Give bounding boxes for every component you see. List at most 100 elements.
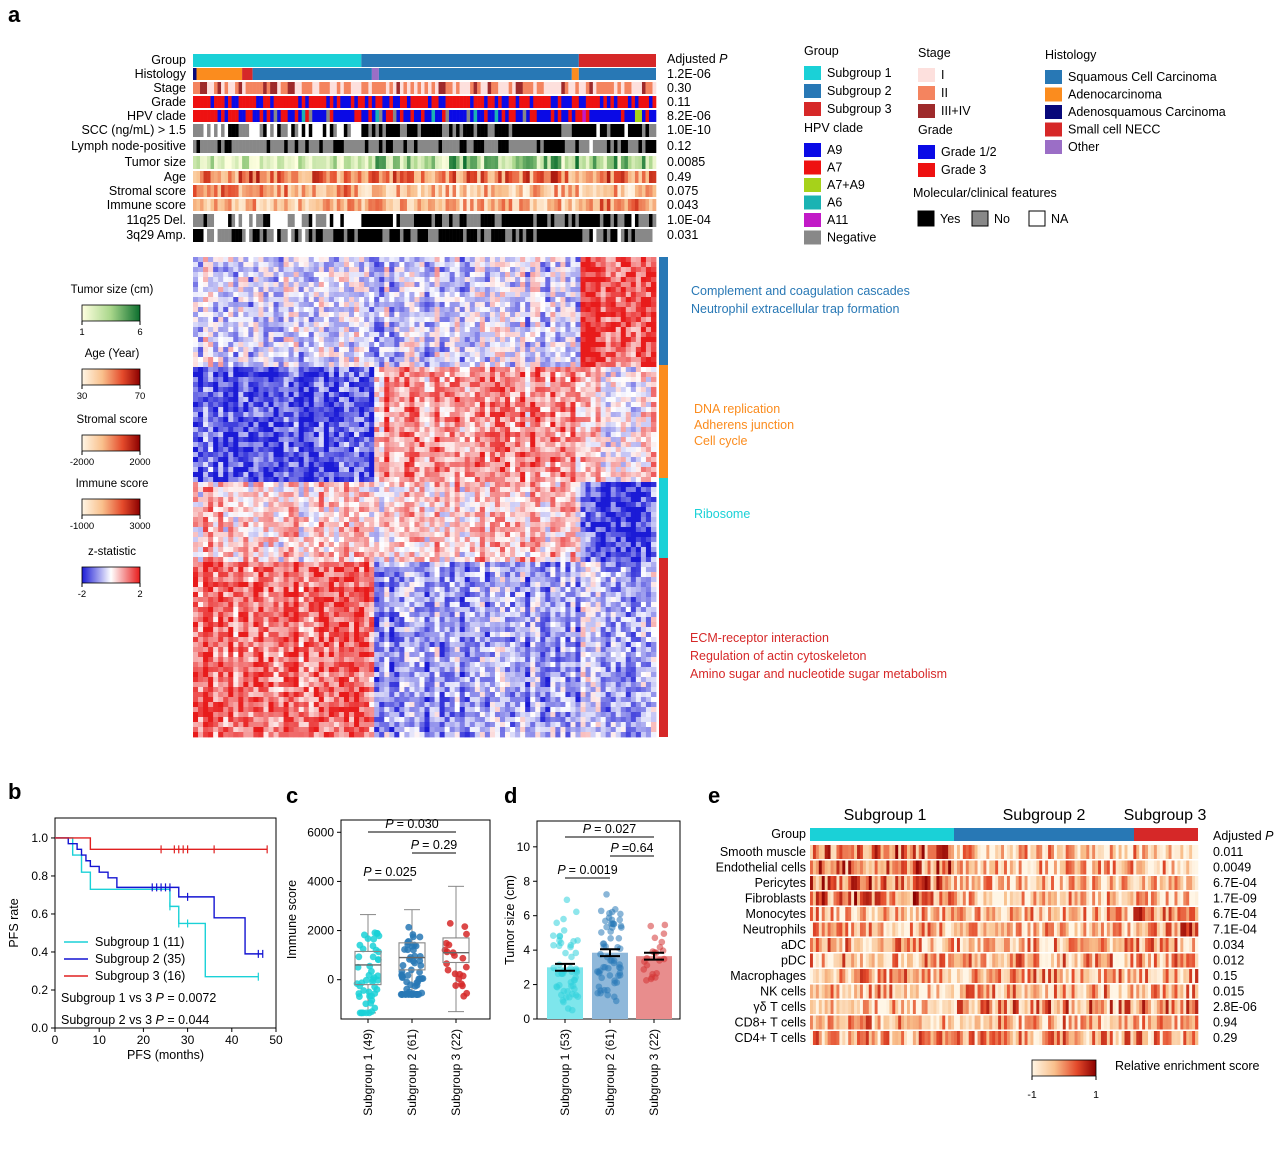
track-stromal-cell (217, 185, 222, 197)
heatmap-cell (625, 272, 632, 278)
heatmap-cell (575, 427, 581, 433)
heatmap-cell (349, 367, 355, 373)
track-label: SCC (ng/mL) > 1.5 (81, 123, 186, 137)
heatmap-cell (570, 362, 576, 368)
heatmap-cell (605, 272, 612, 278)
heatmap-cell (323, 412, 330, 418)
heatmap-cell (570, 347, 576, 353)
heatmap-cell (635, 307, 642, 313)
track-immune-cell (610, 199, 615, 211)
heatmap-cell (640, 382, 647, 388)
heatmap-cell (399, 277, 405, 283)
track-stromal-cell (245, 185, 250, 197)
track-lymph-cell (350, 140, 355, 153)
track-label: Histology (135, 67, 187, 81)
heatmap-cell (223, 412, 229, 418)
track-hpv-cell (389, 110, 394, 122)
track-11q25-cell (336, 214, 341, 227)
heatmap-cell (545, 397, 551, 403)
heatmap-cell (369, 377, 375, 383)
track-age-cell (634, 171, 639, 183)
heatmap-cell (454, 362, 461, 368)
heatmap-cell (404, 312, 410, 318)
heatmap-cell (570, 382, 576, 388)
heatmap-cell (489, 282, 496, 288)
track-immune-cell (196, 199, 201, 211)
heatmap-cell (520, 317, 526, 323)
heatmap-cell (434, 382, 440, 388)
heatmap-cell (364, 337, 370, 343)
heatmap-cell (545, 387, 551, 393)
heatmap-cell (338, 357, 345, 363)
heatmap-cell (268, 357, 274, 363)
heatmap-cell (605, 332, 612, 338)
track-stromal-cell (270, 185, 274, 197)
heatmap-cell (273, 352, 279, 358)
heatmap-cell (650, 382, 657, 388)
heatmap-cell (605, 337, 612, 343)
heatmap-cell (223, 282, 229, 288)
track-stage-cell (315, 82, 320, 94)
track-hpv-cell (585, 110, 590, 122)
heatmap-cell (283, 317, 290, 323)
track-11q25-cell (228, 214, 232, 227)
track-stage-cell (224, 82, 229, 94)
heatmap-cell (308, 347, 315, 353)
heatmap-cell (580, 317, 586, 323)
track-3q29-cell (392, 229, 397, 242)
heatmap-cell (384, 407, 390, 413)
track-stromal-cell (406, 185, 411, 197)
heatmap-cell (389, 282, 395, 288)
heatmap-cell (293, 292, 300, 298)
heatmap-cell (409, 332, 415, 338)
heatmap-cell (253, 307, 259, 313)
track-stromal-cell (361, 185, 366, 197)
track-immune-cell (487, 199, 492, 211)
heatmap-cell (560, 382, 566, 388)
heatmap-cell (318, 257, 325, 263)
heatmap-cell (484, 362, 491, 368)
heatmap-cell (615, 387, 622, 393)
heatmap-cell (635, 377, 642, 383)
track-tumor-size-cell (578, 156, 583, 169)
heatmap-cell (525, 367, 531, 373)
heatmap-cell (459, 397, 466, 403)
heatmap-cell (328, 342, 335, 348)
track-lymph-cell (610, 140, 615, 153)
heatmap-cell (520, 427, 526, 433)
heatmap-cell (389, 382, 395, 388)
heatmap-cell (374, 407, 380, 413)
heatmap-cell (389, 402, 395, 408)
heatmap-cell (449, 267, 456, 273)
heatmap-cell (510, 267, 516, 273)
track-hpv-cell (319, 110, 324, 122)
heatmap-cell (379, 302, 385, 308)
heatmap-cell (404, 277, 410, 283)
heatmap-cell (464, 272, 471, 278)
track-immune-cell (214, 199, 218, 211)
heatmap-cell (434, 372, 440, 378)
track-hpv-cell (638, 110, 643, 122)
heatmap-cell (248, 437, 254, 443)
heatmap-cell (384, 427, 390, 433)
legend-title: Grade (918, 123, 953, 137)
track-scc-cell (252, 124, 257, 137)
heatmap-cell (489, 322, 496, 328)
heatmap-cell (590, 432, 597, 438)
heatmap-cell (474, 412, 481, 418)
heatmap-cell (464, 427, 471, 433)
heatmap-cell (444, 292, 451, 298)
heatmap-cell (555, 262, 561, 268)
track-lymph-cell (249, 140, 253, 153)
track-lymph-cell (308, 140, 313, 153)
heatmap-cell (530, 437, 536, 443)
colorbar-min: 1 (79, 327, 84, 338)
heatmap-cell (394, 392, 400, 398)
heatmap-cell (419, 347, 425, 353)
heatmap-cell (454, 282, 461, 288)
heatmap-cell (318, 277, 325, 283)
track-age-cell (319, 171, 324, 183)
heatmap-cell (258, 262, 264, 268)
track-age-cell (571, 171, 576, 183)
track-grade-cell (515, 96, 520, 108)
